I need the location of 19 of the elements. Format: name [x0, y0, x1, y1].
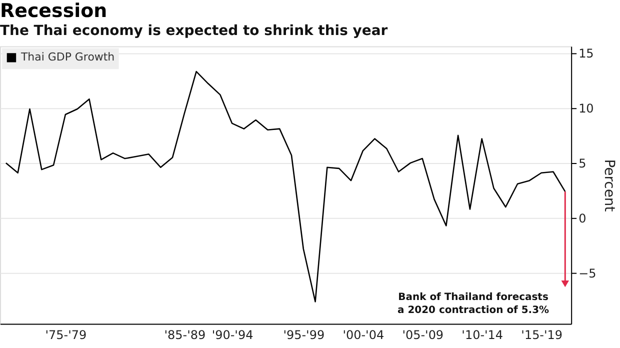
x-tick-label: '95-'99 [283, 328, 325, 342]
y-tick-label: 10 [578, 101, 594, 116]
y-axis-title: Percent [601, 159, 618, 212]
x-tick-label: '90-'94 [212, 328, 254, 342]
y-tick-label: −5 [578, 266, 596, 281]
x-tick-label: '85-'89 [164, 328, 206, 342]
x-tick-label: '75-'79 [45, 328, 87, 342]
legend-label: Thai GDP Growth [20, 50, 115, 64]
y-tick-label: 15 [578, 46, 594, 60]
y-tick-label: 5 [578, 156, 586, 170]
x-tick-label: '05-'09 [402, 328, 444, 342]
x-tick-label: '10-'14 [462, 328, 504, 342]
y-tick-label: 0 [578, 212, 586, 226]
x-tick-label: '00-'04 [342, 328, 384, 342]
line-series [5, 70, 566, 302]
annotation: Bank of Thailand forecasts a 2020 contraction of 5.3% [398, 292, 550, 316]
chart-title: Recession [0, 0, 108, 22]
x-tick-label: '15-'19 [521, 328, 563, 342]
chart-subtitle: The Thai economy is expected to shrink this year [0, 23, 388, 40]
